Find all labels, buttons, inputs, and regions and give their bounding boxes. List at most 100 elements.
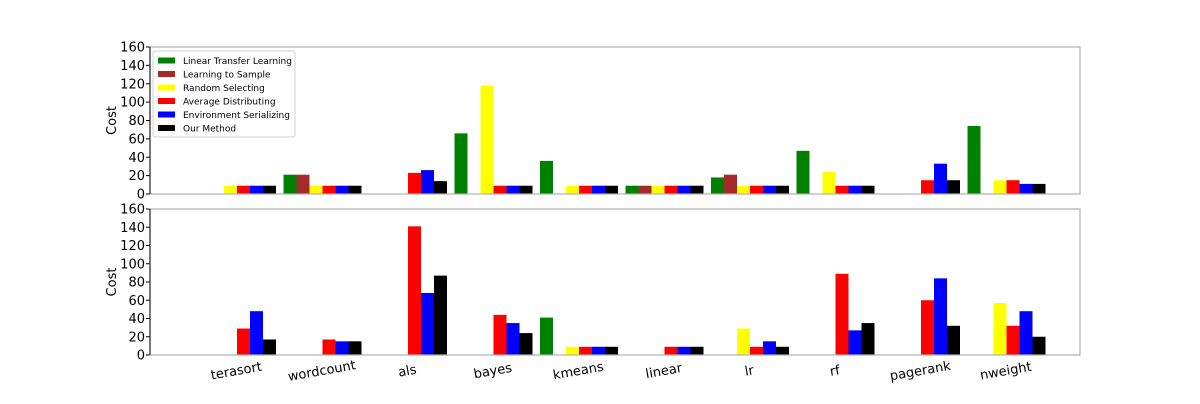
y-axis-label: Cost (105, 106, 120, 135)
bar-terasort-series-4 (250, 185, 263, 194)
bar-linear-series-0 (625, 185, 639, 194)
bar-bayes-series-5 (519, 185, 533, 194)
x-tick-label: linear (644, 361, 683, 382)
legend-label: Environment Serializing (183, 111, 290, 121)
y-tick-label: 80 (128, 114, 145, 129)
bar-lr-series-2 (737, 185, 750, 194)
bar-kmeans-series-0 (540, 317, 553, 355)
bar-nweight-series-4 (1019, 311, 1033, 355)
legend-swatch (158, 125, 175, 131)
bar-kmeans-series-4 (592, 346, 605, 355)
y-tick-label: 140 (120, 221, 145, 236)
legend-swatch (158, 57, 175, 64)
bar-rf-series-0 (796, 150, 810, 194)
bar-rf-series-5 (861, 185, 875, 194)
bar-kmeans-series-3 (579, 346, 592, 355)
bar-linear-series-5 (690, 185, 704, 194)
y-tick-label: 20 (128, 330, 145, 345)
bar-kmeans-series-5 (605, 185, 618, 194)
bar-nweight-series-5 (1032, 336, 1046, 355)
bar-kmeans-series-2 (566, 185, 579, 194)
panel-bottom: 0 20 40 60 80 100 120 140 160 Cost (105, 203, 1081, 364)
bar-bayes-series-3 (493, 314, 507, 355)
legend-box (152, 50, 296, 138)
y-tick-label: 100 (120, 96, 145, 111)
bar-rf-series-4 (848, 185, 862, 194)
bar-nweight-series-5 (1032, 183, 1046, 194)
bar-nweight-series-4 (1019, 183, 1033, 194)
bar-rf-series-5 (861, 323, 875, 355)
y-tick-label: 60 (128, 132, 145, 147)
x-tick-label: nweight (979, 360, 1033, 384)
bar-lr-series-5 (776, 185, 789, 194)
x-tick-label: rf (829, 363, 842, 380)
bar-lr-series-3 (750, 346, 763, 355)
bar-lr-series-2 (737, 328, 750, 355)
bar-terasort-series-4 (250, 311, 263, 355)
bar-bayes-series-4 (506, 323, 520, 355)
bar-pagerank-series-4 (934, 163, 947, 194)
bar-pagerank-series-5 (947, 325, 960, 355)
bar-bayes-series-3 (493, 185, 507, 194)
bar-kmeans-series-4 (592, 185, 605, 194)
y-tick-label: 0 (137, 349, 145, 364)
bar-wordcount-series-3 (322, 185, 336, 194)
bar-als-series-4 (421, 292, 434, 355)
bar-linear-series-1 (638, 185, 652, 194)
y-tick-label: 80 (128, 276, 145, 291)
x-tick-label: lr (744, 363, 756, 379)
y-tick-label: 40 (128, 151, 145, 166)
bar-nweight-series-0 (967, 126, 981, 194)
y-tick-label: 160 (120, 41, 145, 56)
y-tick-label: 0 (137, 188, 145, 203)
bar-als-series-4 (421, 170, 434, 194)
x-tick-label: terasort (210, 360, 263, 384)
bar-terasort-series-2 (224, 185, 237, 194)
bar-nweight-series-2 (993, 180, 1007, 194)
y-axis-label: Cost (105, 268, 120, 297)
bar-als-series-3 (408, 172, 421, 194)
bar-lr-series-4 (763, 341, 776, 355)
legend-swatch (158, 111, 175, 118)
bar-rf-series-3 (835, 185, 849, 194)
y-tick-label: 140 (120, 59, 145, 74)
legend-label: Average Distributing (183, 98, 276, 108)
bar-bayes-series-2 (480, 85, 494, 194)
bar-pagerank-series-3 (921, 300, 934, 355)
bar-wordcount-series-4 (335, 341, 349, 355)
legend-swatch (158, 84, 175, 91)
bar-bayes-series-0 (454, 133, 468, 194)
legend-swatch (158, 71, 175, 77)
bar-linear-series-4 (677, 346, 691, 355)
bar-rf-series-2 (822, 171, 836, 194)
bar-kmeans-series-2 (566, 346, 579, 355)
bar-wordcount-series-1 (296, 174, 310, 194)
bar-linear-series-3 (664, 346, 678, 355)
bar-linear-series-2 (651, 185, 665, 194)
y-tick-label: 120 (120, 239, 145, 254)
bar-linear-series-4 (677, 185, 691, 194)
bar-als-series-5 (434, 181, 447, 194)
bar-wordcount-series-5 (348, 185, 362, 194)
bar-rf-series-3 (835, 273, 849, 355)
x-tick-label: kmeans (552, 360, 605, 384)
bar-nweight-series-3 (1006, 325, 1020, 355)
bar-als-series-5 (434, 275, 447, 355)
bar-nweight-series-2 (993, 302, 1007, 355)
x-tick-label: pagerank (889, 359, 953, 385)
bar-rf-series-4 (848, 330, 862, 355)
y-tick-label: 20 (128, 169, 145, 184)
bar-lr-series-4 (763, 185, 776, 194)
bar-bayes-series-5 (519, 333, 533, 355)
bar-pagerank-series-5 (947, 180, 960, 194)
bar-kmeans-series-3 (579, 185, 592, 194)
panel-top: 0 20 40 60 80 100 120 140 160 Cost (105, 41, 1081, 203)
bar-terasort-series-3 (237, 328, 250, 355)
y-tick-label: 120 (120, 77, 145, 92)
bar-lr-series-0 (711, 177, 724, 194)
bar-pagerank-series-3 (921, 180, 934, 194)
bar-terasort-series-5 (263, 185, 276, 194)
bar-wordcount-series-2 (309, 185, 323, 194)
